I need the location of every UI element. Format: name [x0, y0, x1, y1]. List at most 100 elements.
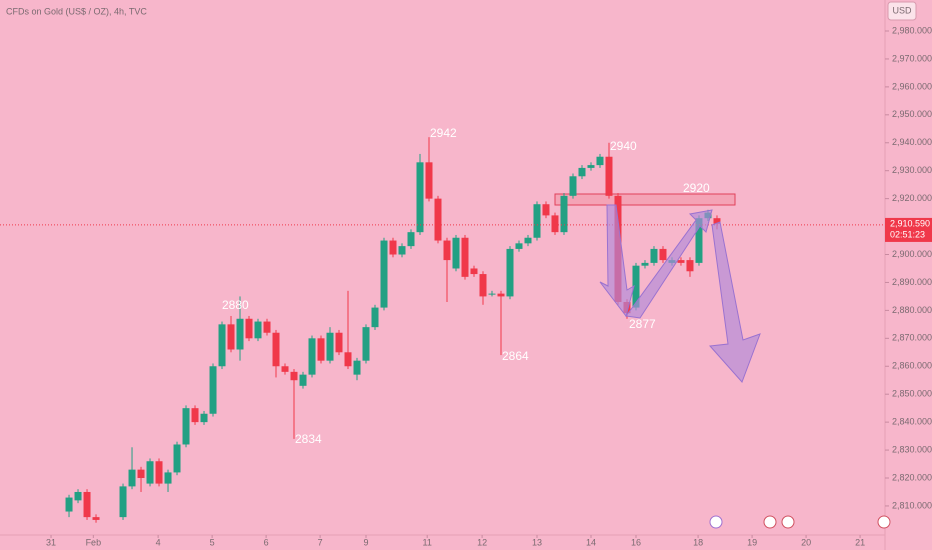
price-annotation: 2877 [629, 317, 656, 331]
candle-body [605, 156, 613, 196]
arrow-down [599, 204, 635, 318]
event-icon[interactable] [763, 515, 777, 529]
candle-body [344, 352, 352, 367]
candle-body [380, 240, 388, 308]
candle-body [92, 517, 100, 520]
candle-body [659, 248, 667, 261]
candle-body [596, 156, 604, 166]
x-tick-label: 14 [586, 537, 596, 547]
candle-body [686, 260, 694, 272]
candle-body [488, 293, 496, 295]
candle-body [146, 461, 154, 484]
x-tick-label: 16 [631, 537, 641, 547]
candle-body [245, 318, 253, 339]
candle-body [578, 167, 586, 177]
candle-body [713, 218, 721, 224]
candle-body [263, 321, 271, 333]
candle-body [209, 366, 217, 414]
y-tick-label: 2,860.000 [892, 361, 932, 371]
resistance-zone [554, 193, 736, 206]
candle-body [272, 332, 280, 367]
last-price-box [885, 217, 932, 242]
candle-body [695, 218, 703, 263]
candle-body [443, 240, 451, 261]
candle-body [308, 338, 316, 375]
x-tick-label: 5 [210, 537, 215, 547]
candle-body [389, 240, 397, 255]
candle-body [119, 486, 127, 518]
candle-body [434, 198, 442, 241]
candle-body [479, 274, 487, 297]
candle-body [236, 318, 244, 350]
y-tick-label: 2,950.000 [892, 109, 932, 119]
candle-body [164, 472, 172, 484]
candle-body [470, 268, 478, 275]
x-tick-label: 21 [855, 537, 865, 547]
candle-body [191, 408, 199, 423]
candle-body [542, 204, 550, 216]
currency-button[interactable] [887, 1, 917, 21]
candle-body [371, 307, 379, 328]
candle-body [254, 321, 262, 339]
candle-body [569, 176, 577, 196]
price-annotation: 2834 [295, 432, 322, 446]
x-tick-label: 7 [318, 537, 323, 547]
candle-body [632, 265, 640, 308]
arrow-up [625, 209, 713, 319]
candle-body [227, 324, 235, 350]
candle-body [587, 165, 595, 168]
arrow-down [708, 221, 761, 383]
x-tick-label: 12 [477, 537, 487, 547]
y-tick-label: 2,920.000 [892, 193, 932, 203]
event-icon[interactable] [781, 515, 795, 529]
candle-body [353, 360, 361, 375]
candle-body [74, 491, 82, 501]
currency[interactable]: USD [892, 5, 912, 15]
candle-body [452, 237, 460, 269]
candle-body [560, 195, 568, 233]
y-tick-label: 2,900.000 [892, 249, 932, 259]
candle-body [155, 461, 163, 484]
x-tick-label: 31 [46, 537, 56, 547]
x-tick-label: 4 [156, 537, 161, 547]
candle-body [290, 371, 298, 381]
candle-body [524, 237, 532, 244]
candle-body [515, 243, 523, 249]
candle-body [425, 162, 433, 199]
event-icon[interactable] [877, 515, 891, 529]
candle-body [551, 215, 559, 233]
candle-body [299, 374, 307, 386]
x-tick-label: 18 [693, 537, 703, 547]
candle-body [650, 248, 658, 263]
candle-body [128, 469, 136, 487]
event-icon[interactable] [709, 515, 723, 529]
y-tick-label: 2,810.000 [892, 500, 932, 510]
y-tick-label: 2,930.000 [892, 165, 932, 175]
y-tick-label: 2,830.000 [892, 444, 932, 454]
candle-body [83, 491, 91, 518]
x-tick-label: 19 [747, 537, 757, 547]
candle-body [218, 324, 226, 367]
x-tick-label: 20 [801, 537, 811, 547]
y-tick-label: 2,970.000 [892, 53, 932, 63]
candle-body [200, 413, 208, 423]
last-price: 2,910.590 [890, 218, 930, 228]
candle-body [281, 366, 289, 372]
candle-body [362, 327, 370, 361]
price-annotation: 2864 [502, 349, 529, 363]
candle-body [416, 162, 424, 233]
candle-body [317, 338, 325, 361]
candle-body [407, 232, 415, 247]
x-tick-label: Feb [86, 537, 102, 547]
candle-body [461, 237, 469, 277]
y-tick-label: 2,980.000 [892, 25, 932, 35]
candle-body [533, 204, 541, 238]
candle-body [65, 497, 73, 512]
y-tick-label: 2,960.000 [892, 81, 932, 91]
candle-body [137, 469, 145, 479]
price-annotation: 2920 [683, 181, 710, 195]
y-tick-label: 2,890.000 [892, 277, 932, 287]
y-tick-label: 2,880.000 [892, 305, 932, 315]
x-tick-label: 6 [264, 537, 269, 547]
